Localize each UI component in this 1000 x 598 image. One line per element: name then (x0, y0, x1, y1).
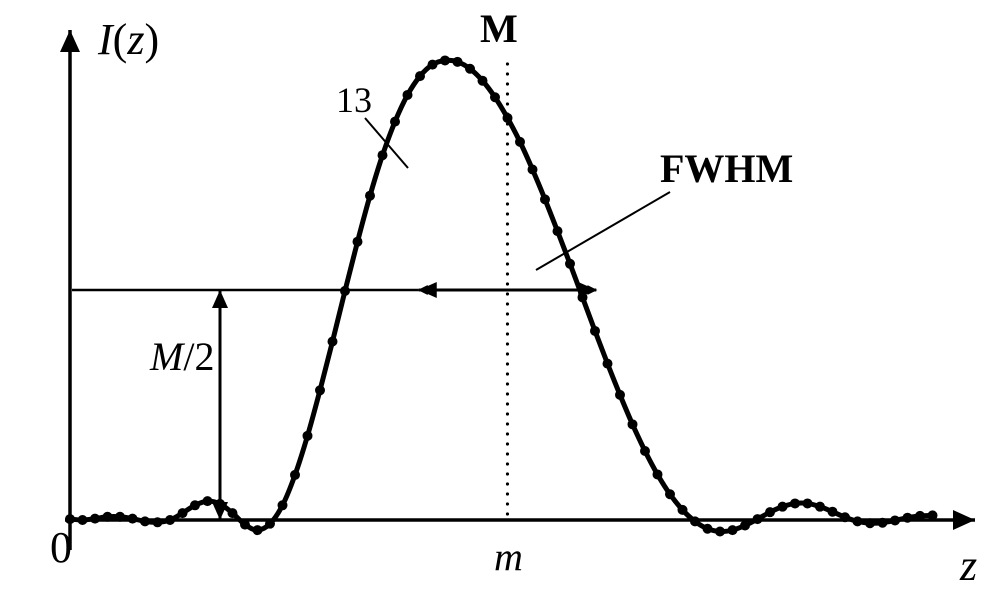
origin-label: 0 (50, 523, 72, 572)
curve-number-label: 13 (336, 80, 372, 120)
y-axis-label: I(z) (97, 15, 159, 64)
half-max-label: M/2 (149, 334, 214, 379)
peak-max-label: M (480, 6, 518, 51)
fwhm-label: FWHM (660, 146, 793, 191)
data-markers (65, 55, 938, 536)
x-axis-label: z (959, 541, 977, 590)
axial-intensity-diagram: I(z) 0 z Mm 13 FWHM M/2 (0, 0, 1000, 598)
intensity-curve (70, 60, 933, 531)
half-height-arrow (212, 290, 228, 520)
half-max-line (72, 282, 596, 298)
peak-position-label: m (494, 534, 523, 579)
